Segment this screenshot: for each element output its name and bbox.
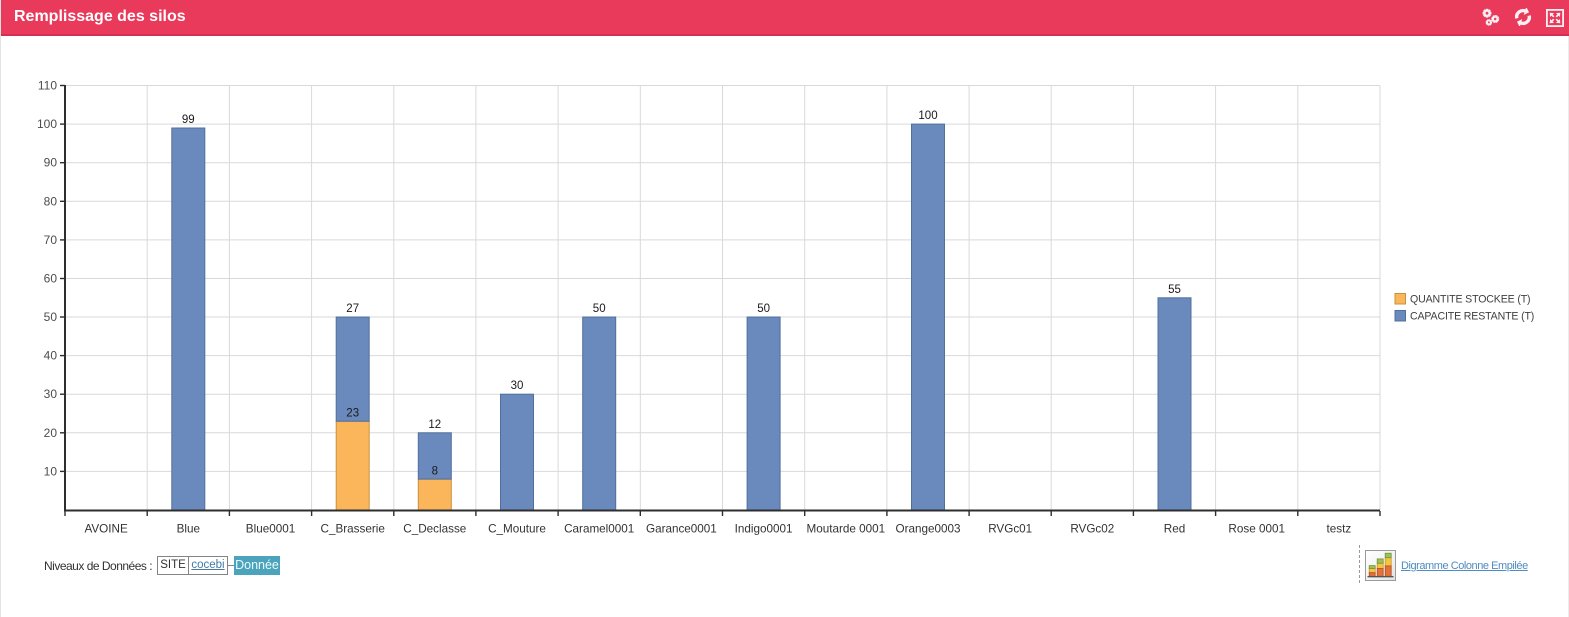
svg-text:8: 8 [432, 466, 438, 478]
svg-text:Red: Red [1164, 523, 1185, 536]
svg-text:12: 12 [428, 419, 441, 431]
svg-text:27: 27 [346, 303, 359, 315]
svg-text:100: 100 [37, 117, 57, 131]
svg-text:20: 20 [44, 426, 58, 440]
svg-text:50: 50 [44, 310, 58, 324]
svg-text:testz: testz [1327, 523, 1352, 536]
svg-text:99: 99 [182, 114, 195, 126]
svg-text:55: 55 [1168, 284, 1181, 296]
svg-text:50: 50 [593, 303, 606, 315]
svg-text:Caramel0001: Caramel0001 [564, 523, 634, 536]
svg-text:C_Brasserie: C_Brasserie [321, 523, 385, 536]
svg-text:Garance0001: Garance0001 [646, 523, 717, 536]
svg-text:60: 60 [44, 272, 58, 286]
svg-text:Rose 0001: Rose 0001 [1228, 523, 1285, 536]
svg-text:110: 110 [38, 79, 57, 93]
svg-text:Blue0001: Blue0001 [246, 523, 295, 536]
svg-text:RVGc01: RVGc01 [988, 523, 1032, 536]
svg-text:70: 70 [44, 233, 58, 247]
svg-text:10: 10 [44, 464, 58, 478]
svg-text:40: 40 [44, 349, 58, 363]
svg-text:90: 90 [44, 156, 58, 170]
svg-text:30: 30 [511, 380, 524, 392]
svg-text:Orange0003: Orange0003 [896, 523, 961, 536]
svg-text:QUANTITE STOCKEE (T): QUANTITE STOCKEE (T) [1410, 294, 1530, 306]
svg-text:Indigo0001: Indigo0001 [735, 523, 793, 536]
svg-text:80: 80 [44, 194, 58, 208]
svg-text:30: 30 [44, 387, 58, 401]
svg-text:C_Mouture: C_Mouture [488, 523, 546, 536]
svg-text:C_Declasse: C_Declasse [403, 523, 466, 536]
svg-text:Blue: Blue [177, 523, 200, 536]
svg-text:AVOINE: AVOINE [84, 523, 128, 536]
svg-text:23: 23 [346, 408, 359, 420]
svg-text:CAPACITE RESTANTE (T): CAPACITE RESTANTE (T) [1410, 311, 1534, 323]
svg-text:50: 50 [757, 303, 770, 315]
svg-text:RVGc02: RVGc02 [1070, 523, 1114, 536]
svg-text:100: 100 [918, 110, 937, 122]
svg-text:Moutarde 0001: Moutarde 0001 [806, 523, 885, 536]
